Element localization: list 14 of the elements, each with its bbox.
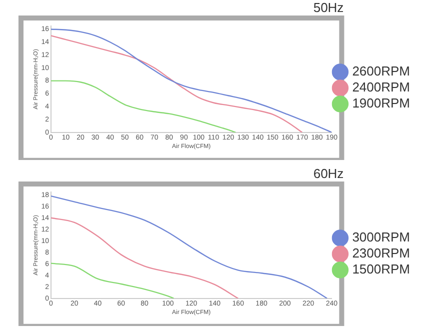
line-series xyxy=(50,28,332,132)
chart-title: 60Hz xyxy=(313,166,344,182)
legend-label: 2600RPM xyxy=(352,64,410,79)
legend-label: 2400RPM xyxy=(352,80,410,95)
line-series xyxy=(50,262,174,298)
chart-title: 50Hz xyxy=(313,0,344,16)
line-series xyxy=(50,217,239,298)
line-series xyxy=(50,80,236,132)
legend-label: 1900RPM xyxy=(352,96,410,111)
legend-label: 2300RPM xyxy=(352,246,410,261)
legend-label: 3000RPM xyxy=(352,230,410,245)
legend-label: 1500RPM xyxy=(352,262,410,277)
line-series xyxy=(50,195,328,298)
line-series xyxy=(50,35,303,132)
